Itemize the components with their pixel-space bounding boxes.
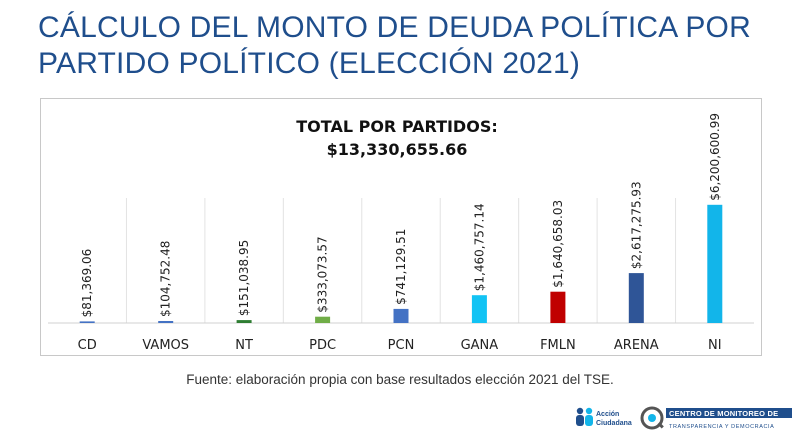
bar-ni [707,204,723,323]
source-note: Fuente: elaboración propia con base resu… [186,372,614,387]
category-label-nt: NT [235,338,253,353]
value-label-ni: $6,200,600.99 [708,113,722,201]
logos: Acción Ciudadana CENTRO DE MONITOREO DE … [572,400,794,440]
value-label-pcn: $741,129.51 [394,229,408,305]
value-label-cd: $81,369.06 [80,249,94,318]
category-label-gana: GANA [461,338,499,353]
bar-vamos [158,321,174,323]
value-label-vamos: $104,752.48 [159,241,173,317]
bar-fmln [550,291,566,323]
bar-nt [236,320,252,323]
value-label-pdc: $333,073.57 [316,236,330,312]
category-label-vamos: VAMOS [142,338,189,353]
bar-pcn [393,308,409,323]
value-labels: $81,369.06 $104,752.48 $151,038.95 $333,073… [80,113,722,317]
category-label-ni: NI [708,338,722,353]
category-label-pdc: PDC [309,338,336,353]
accion-ciudadana-logo: Acción Ciudadana [576,407,632,427]
category-label-pcn: PCN [388,338,415,353]
accion-ciudadana-text-2: Ciudadana [596,420,632,427]
value-label-arena: $2,617,275.93 [629,181,643,269]
bars [79,204,723,323]
accion-ciudadana-mark-icon [576,407,593,426]
page-title: CÁLCULO DEL MONTO DE DEUDA POLÍTICA POR … [38,11,751,80]
category-label-fmln: FMLN [540,338,576,353]
category-label-cd: CD [78,338,97,353]
value-label-gana: $1,460,757.14 [472,203,486,291]
chart-frame [40,98,762,356]
bar-arena [628,273,644,323]
bar-gana [471,295,487,323]
category-label-arena: ARENA [614,338,659,353]
centro-monitoreo-text: CENTRO DE MONITOREO DE [669,409,778,418]
chart-annotation-total: $13,330,655.66 [327,140,468,159]
chart-annotation-title: TOTAL POR PARTIDOS: [296,117,497,136]
category-labels: CD VAMOS NT PDC PCN GANA FMLN ARENA NI [78,338,722,353]
bar-cd [79,321,95,323]
value-label-nt: $151,038.95 [237,240,251,316]
centro-monitoreo-subtext: TRANSPARENCIA Y DEMOCRACIA [669,424,774,430]
bar-chart: TOTAL POR PARTIDOS: $13,330,655.66 $81,3… [48,113,754,353]
centro-monitoreo-logo: CENTRO DE MONITOREO DE TRANSPARENCIA Y D… [640,406,792,430]
monitoring-eye-icon [640,406,664,430]
bar-pdc [315,316,331,323]
value-label-fmln: $1,640,658.03 [551,200,565,288]
accion-ciudadana-text: Acción [596,411,619,418]
